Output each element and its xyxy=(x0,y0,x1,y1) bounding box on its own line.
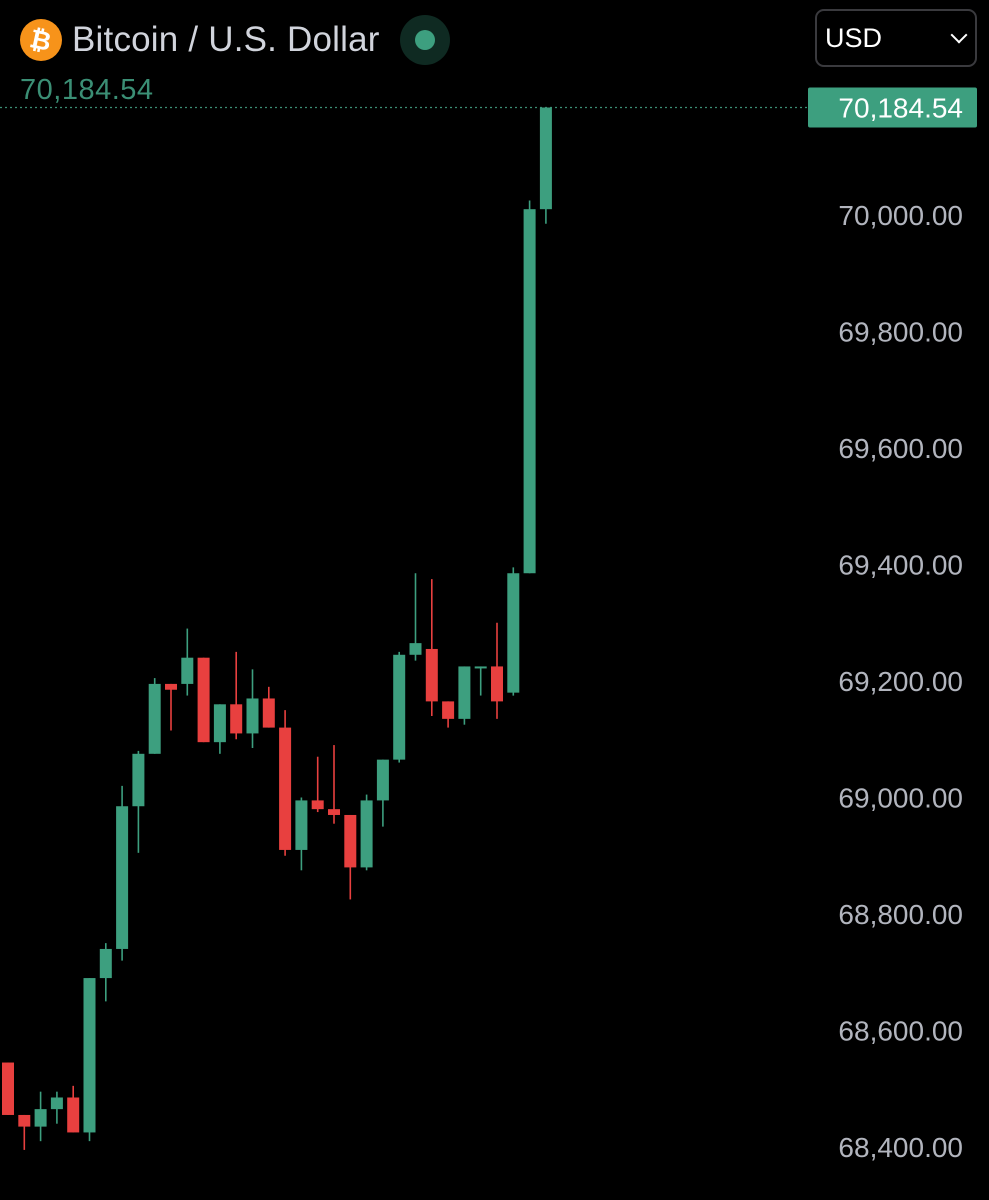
bitcoin-icon: ₿ xyxy=(20,19,62,61)
candle-body-up[interactable] xyxy=(34,1109,47,1127)
candle-body-down[interactable] xyxy=(279,727,292,850)
candles-layer xyxy=(2,107,552,1150)
candle-body-up[interactable] xyxy=(246,698,259,734)
candle-body-down[interactable] xyxy=(18,1114,31,1127)
last-price-value: 70,184.54 xyxy=(20,74,154,106)
currency-select[interactable]: USD xyxy=(815,9,977,67)
y-tick-label: 69,600.00 xyxy=(838,433,963,464)
candle-body-up[interactable] xyxy=(116,806,129,949)
live-dot-icon xyxy=(414,30,435,50)
candle-body-up[interactable] xyxy=(409,643,422,655)
candle-body-up[interactable] xyxy=(458,666,471,719)
candle-body-up[interactable] xyxy=(295,800,308,850)
market-status-indicator xyxy=(399,15,450,65)
candle-body-down[interactable] xyxy=(442,701,455,719)
candle-body-down[interactable] xyxy=(425,648,438,702)
candle-body-down[interactable] xyxy=(262,698,275,728)
symbol-header: ₿ Bitcoin / U.S. Dollar xyxy=(20,15,450,65)
y-tick-label: 69,400.00 xyxy=(838,550,963,581)
y-tick-label: 68,800.00 xyxy=(838,899,963,930)
candle-body-down[interactable] xyxy=(2,1062,14,1115)
candle-body-down[interactable] xyxy=(328,809,340,815)
last-price-tag xyxy=(808,87,977,128)
y-tick-label: 69,200.00 xyxy=(838,666,963,697)
candle-body-up[interactable] xyxy=(181,657,194,684)
symbol-title[interactable]: Bitcoin / U.S. Dollar xyxy=(72,20,380,59)
candle-body-up[interactable] xyxy=(213,704,226,743)
y-tick-label: 69,800.00 xyxy=(838,317,963,348)
candle-body-up[interactable] xyxy=(83,978,96,1133)
candle-body-down[interactable] xyxy=(491,666,503,702)
candle-body-down[interactable] xyxy=(197,657,210,743)
y-tick-label: 68,400.00 xyxy=(838,1132,963,1163)
last-price-tag-layer: 70,184.54 xyxy=(808,87,977,128)
y-tick-label: 68,600.00 xyxy=(838,1016,963,1047)
candle-body-up[interactable] xyxy=(376,759,389,801)
candle-body-up[interactable] xyxy=(360,800,373,868)
candle-body-up[interactable] xyxy=(539,107,552,210)
candle-body-up[interactable] xyxy=(523,209,536,574)
candle-body-up[interactable] xyxy=(148,683,161,754)
currency-selected-value: USD xyxy=(825,22,883,53)
price-axis: 70,000.00 69,800.00 69,600.00 69,400.00 69,2… xyxy=(838,200,963,1163)
last-price-tag-label: 70,184.54 xyxy=(838,93,963,124)
y-tick-label: 70,000.00 xyxy=(838,200,963,231)
candle-body-up[interactable] xyxy=(132,753,145,807)
candle-body-down[interactable] xyxy=(165,683,177,690)
candle-body-up[interactable] xyxy=(99,948,112,979)
candle-body-up[interactable] xyxy=(507,573,520,693)
candle-body-down[interactable] xyxy=(344,814,357,868)
chevron-down-icon xyxy=(950,26,968,44)
candle-body-down[interactable] xyxy=(230,704,243,734)
candle-body-down[interactable] xyxy=(311,800,324,810)
y-tick-label: 69,000.00 xyxy=(838,783,963,814)
candle-body-up[interactable] xyxy=(50,1097,63,1110)
candle-body-up[interactable] xyxy=(393,654,406,760)
candle-body-down[interactable] xyxy=(67,1097,80,1133)
candle-body-up[interactable] xyxy=(474,666,487,669)
